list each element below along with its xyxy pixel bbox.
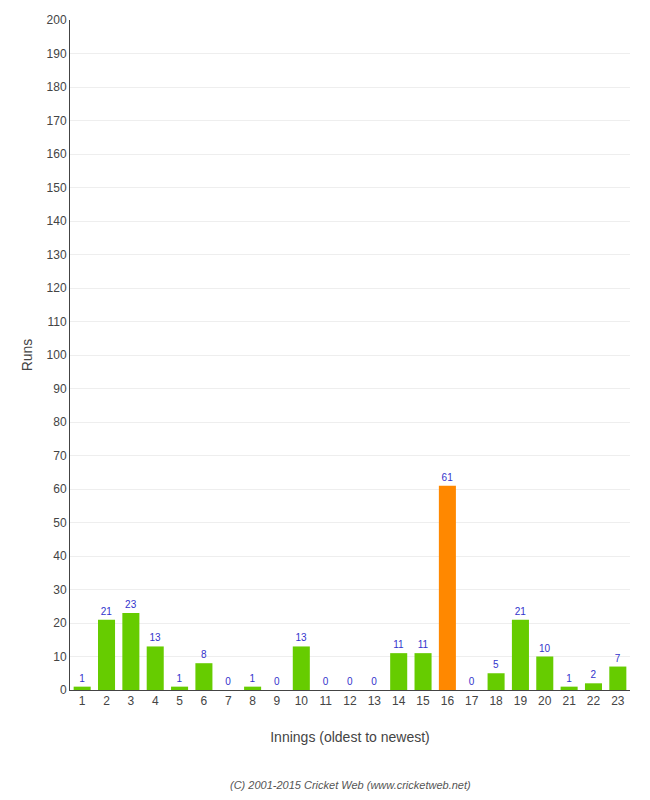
svg-text:20: 20: [53, 616, 67, 630]
svg-text:180: 180: [47, 80, 67, 94]
svg-text:13: 13: [296, 632, 308, 643]
svg-text:19: 19: [514, 694, 528, 708]
svg-text:1: 1: [250, 673, 256, 684]
svg-text:21: 21: [101, 606, 113, 617]
svg-text:10: 10: [539, 643, 551, 654]
svg-text:1: 1: [177, 673, 183, 684]
svg-text:8: 8: [249, 694, 256, 708]
svg-text:9: 9: [274, 694, 281, 708]
svg-text:0: 0: [469, 676, 475, 687]
svg-text:130: 130: [47, 248, 67, 262]
svg-text:7: 7: [225, 694, 232, 708]
svg-text:50: 50: [53, 516, 67, 530]
svg-text:21: 21: [562, 694, 576, 708]
svg-text:0: 0: [274, 676, 280, 687]
svg-text:13: 13: [149, 632, 161, 643]
svg-text:61: 61: [442, 472, 454, 483]
svg-text:13: 13: [368, 694, 382, 708]
svg-text:0: 0: [347, 676, 353, 687]
svg-text:90: 90: [53, 382, 67, 396]
svg-text:0: 0: [371, 676, 377, 687]
svg-text:18: 18: [489, 694, 503, 708]
svg-text:200: 200: [47, 13, 67, 27]
svg-text:60: 60: [53, 482, 67, 496]
svg-text:23: 23: [611, 694, 625, 708]
svg-text:70: 70: [53, 449, 67, 463]
svg-text:11: 11: [418, 639, 429, 650]
svg-text:100: 100: [47, 348, 67, 362]
svg-text:2: 2: [590, 669, 596, 680]
svg-text:6: 6: [201, 694, 208, 708]
svg-text:5: 5: [493, 659, 499, 670]
svg-text:7: 7: [615, 653, 621, 664]
svg-text:15: 15: [416, 694, 430, 708]
svg-text:17: 17: [465, 694, 479, 708]
svg-text:30: 30: [53, 583, 67, 597]
svg-text:0: 0: [323, 676, 329, 687]
svg-text:0: 0: [60, 683, 67, 697]
svg-text:150: 150: [47, 181, 67, 195]
svg-text:23: 23: [125, 599, 137, 610]
svg-text:16: 16: [441, 694, 455, 708]
svg-text:1: 1: [79, 673, 85, 684]
svg-text:14: 14: [392, 694, 406, 708]
svg-text:120: 120: [47, 281, 67, 295]
svg-text:11: 11: [319, 694, 332, 708]
svg-text:1: 1: [566, 673, 572, 684]
svg-text:20: 20: [538, 694, 552, 708]
svg-text:2: 2: [103, 694, 110, 708]
svg-text:11: 11: [393, 639, 404, 650]
svg-text:8: 8: [201, 649, 207, 660]
svg-text:21: 21: [515, 606, 527, 617]
svg-text:190: 190: [47, 47, 67, 61]
svg-text:10: 10: [53, 650, 67, 664]
svg-text:1: 1: [79, 694, 86, 708]
svg-text:0: 0: [225, 676, 231, 687]
svg-text:80: 80: [53, 415, 67, 429]
svg-text:160: 160: [47, 147, 67, 161]
svg-text:4: 4: [152, 694, 159, 708]
svg-text:22: 22: [587, 694, 601, 708]
svg-text:140: 140: [47, 214, 67, 228]
svg-text:Innings (oldest to newest): Innings (oldest to newest): [270, 729, 430, 745]
svg-text:3: 3: [128, 694, 135, 708]
svg-text:10: 10: [295, 694, 309, 708]
svg-text:40: 40: [53, 549, 67, 563]
svg-text:12: 12: [343, 694, 357, 708]
svg-text:110: 110: [47, 315, 66, 329]
svg-text:5: 5: [176, 694, 183, 708]
svg-text:170: 170: [47, 114, 67, 128]
svg-text:Runs: Runs: [19, 339, 35, 372]
svg-text:(C) 2001-2015 Cricket Web (www: (C) 2001-2015 Cricket Web (www.cricketwe…: [230, 779, 471, 791]
